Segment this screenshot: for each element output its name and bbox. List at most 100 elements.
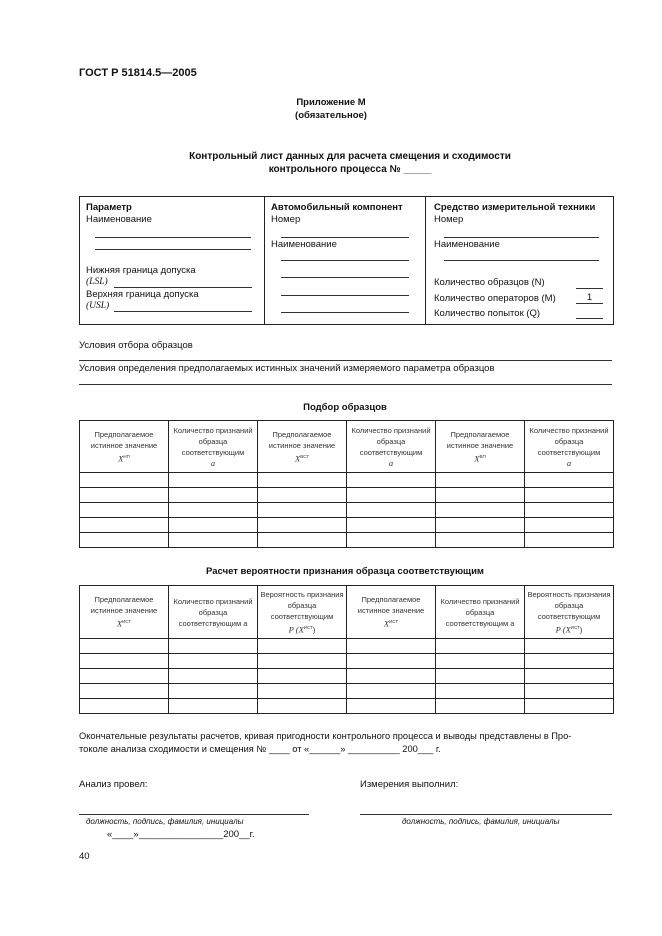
measure-signature-field[interactable] <box>360 814 612 815</box>
table-cell[interactable] <box>257 472 347 488</box>
table-cell[interactable] <box>435 517 525 533</box>
table-cell[interactable] <box>435 487 525 503</box>
lsl-field[interactable] <box>114 287 252 288</box>
param-name-field[interactable] <box>95 237 251 238</box>
samples-field[interactable] <box>576 288 603 289</box>
component-name-field-4[interactable] <box>281 312 409 313</box>
analysis-label: Анализ провел: <box>79 779 148 790</box>
table-cell[interactable] <box>257 502 347 518</box>
table-cell[interactable] <box>435 698 525 714</box>
table-cell[interactable] <box>257 532 347 548</box>
table-cell[interactable] <box>79 532 169 548</box>
trials-field[interactable] <box>576 318 603 319</box>
table-cell[interactable] <box>168 517 258 533</box>
table-cell[interactable] <box>524 532 614 548</box>
table-cell[interactable] <box>79 698 169 714</box>
table-cell[interactable] <box>257 653 347 669</box>
instrument-number-field[interactable] <box>444 237 599 238</box>
column-header: Предполагаемое истинное значение XВСТ <box>257 420 347 473</box>
table-cell[interactable] <box>168 487 258 503</box>
table-cell[interactable] <box>524 487 614 503</box>
table-cell[interactable] <box>257 517 347 533</box>
table-cell[interactable] <box>168 532 258 548</box>
table-cell[interactable] <box>435 472 525 488</box>
table-cell[interactable] <box>435 502 525 518</box>
param-name-field-2[interactable] <box>95 249 251 250</box>
table-cell[interactable] <box>346 487 436 503</box>
table-cell[interactable] <box>346 502 436 518</box>
table-row <box>79 532 614 548</box>
table-cell[interactable] <box>79 638 169 654</box>
table-cell[interactable] <box>346 668 436 684</box>
table2-title: Расчет вероятности признания образца соо… <box>206 566 484 577</box>
table-cell[interactable] <box>346 683 436 699</box>
param-name-label: Наименование <box>86 214 152 225</box>
table-cell[interactable] <box>346 472 436 488</box>
table-cell[interactable] <box>79 502 169 518</box>
table-cell[interactable] <box>79 472 169 488</box>
column-header: Количество признаний образца соответству… <box>435 585 525 639</box>
table-cell[interactable] <box>168 698 258 714</box>
component-name-field-3[interactable] <box>281 295 409 296</box>
table-cell[interactable] <box>435 683 525 699</box>
table-cell[interactable] <box>524 517 614 533</box>
table-cell[interactable] <box>168 472 258 488</box>
component-name-label: Наименование <box>271 239 337 250</box>
sampling-conditions-label: Условия отбора образцов <box>79 340 193 351</box>
component-name-field-2[interactable] <box>281 277 409 278</box>
table-cell[interactable] <box>524 683 614 699</box>
form-title-line1: Контрольный лист данных для расчета смещ… <box>189 151 511 162</box>
table-cell[interactable] <box>346 653 436 669</box>
table-cell[interactable] <box>257 487 347 503</box>
table-cell[interactable] <box>524 698 614 714</box>
table-cell[interactable] <box>79 668 169 684</box>
table-cell[interactable] <box>346 532 436 548</box>
component-name-field[interactable] <box>281 260 409 261</box>
table-cell[interactable] <box>168 683 258 699</box>
final-text-line1: Окончательные результаты расчетов, крива… <box>79 731 572 741</box>
table-cell[interactable] <box>168 638 258 654</box>
analysis-signature-field[interactable] <box>79 814 309 815</box>
table-cell[interactable] <box>79 653 169 669</box>
operators-field[interactable]: 1 <box>576 292 603 304</box>
table-cell[interactable] <box>346 698 436 714</box>
component-number-field[interactable] <box>281 237 409 238</box>
sampling-conditions-field[interactable] <box>79 360 612 361</box>
symbol-x: X <box>295 453 301 464</box>
table-cell[interactable] <box>168 502 258 518</box>
table-cell[interactable] <box>168 668 258 684</box>
symbol-x: X <box>474 453 480 464</box>
instrument-name-field[interactable] <box>444 260 599 261</box>
table-cell[interactable] <box>346 638 436 654</box>
table-cell[interactable] <box>524 502 614 518</box>
true-values-conditions-field[interactable] <box>79 384 612 385</box>
table-cell[interactable] <box>435 668 525 684</box>
table-cell[interactable] <box>79 683 169 699</box>
usl-field[interactable] <box>114 311 252 312</box>
table-cell[interactable] <box>257 638 347 654</box>
symbol-a: a <box>566 457 572 468</box>
analysis-caption: должность, подпись, фамилия, инициалы <box>86 817 244 826</box>
table-cell[interactable] <box>168 653 258 669</box>
table-row <box>79 638 614 654</box>
table-cell[interactable] <box>257 668 347 684</box>
table-cell[interactable] <box>79 487 169 503</box>
analysis-date-field[interactable]: «____»________________200__г. <box>107 829 255 840</box>
table-cell[interactable] <box>524 472 614 488</box>
table-cell[interactable] <box>435 653 525 669</box>
column-header: Предполагаемое истинное значение XНП <box>79 420 169 473</box>
table-cell[interactable] <box>257 683 347 699</box>
column-header: Количество признаний образца соответству… <box>168 420 258 473</box>
table-cell[interactable] <box>524 638 614 654</box>
instrument-number-label: Номер <box>434 214 464 225</box>
symbol-x: X <box>118 453 124 464</box>
component-number-label: Номер <box>271 214 301 225</box>
table-cell[interactable] <box>79 517 169 533</box>
table-cell[interactable] <box>346 517 436 533</box>
table-cell[interactable] <box>435 532 525 548</box>
table-cell[interactable] <box>257 698 347 714</box>
table-cell[interactable] <box>524 668 614 684</box>
table-cell[interactable] <box>435 638 525 654</box>
table-cell[interactable] <box>524 653 614 669</box>
